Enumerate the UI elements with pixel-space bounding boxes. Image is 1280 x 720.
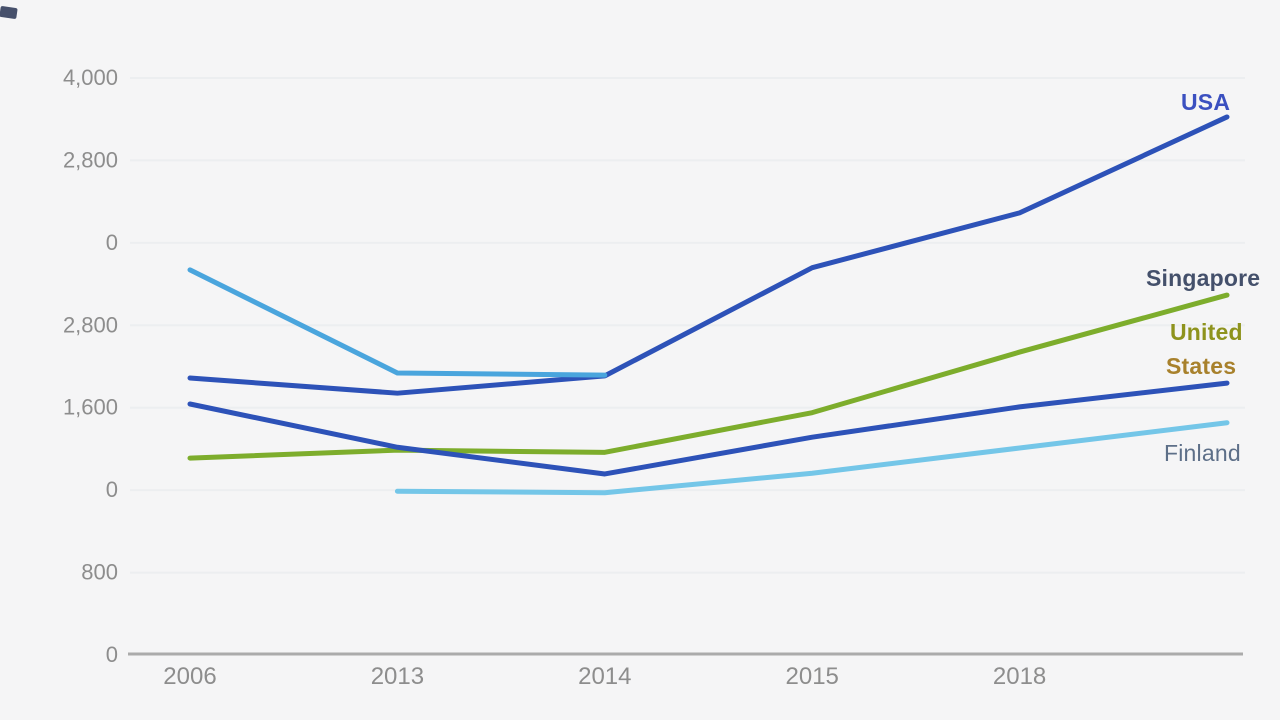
y-axis-tick-label: 800 [81,560,118,585]
series-label-singapore: Singapore [1146,265,1261,291]
x-axis-tick-label: 2014 [578,663,631,690]
y-axis-tick-label: 0 [106,477,118,502]
series-label-states: States [1166,353,1237,379]
series-label-united: United [1170,319,1243,345]
series-line-united-states [187,380,1230,477]
x-axis-tick-label: 2015 [786,663,839,690]
x-axis-tick-label: 2013 [371,663,424,690]
series-label-usa: USA [1181,89,1231,115]
y-axis-tick-label: 0 [106,642,118,667]
y-axis-tick-label: 2,800 [63,147,118,172]
series-line-singapore [187,292,1230,461]
y-axis-tick-label: 4,000 [63,65,118,90]
y-axis-tick-label: 2,800 [63,312,118,337]
series-line-finland [394,420,1230,496]
series-label-finland: Finland [1164,440,1241,466]
series-line-unlabeled [187,267,608,378]
x-axis-tick-label: 2006 [163,663,216,690]
series-line-usa [187,114,1230,396]
y-axis-tick-label: 1,600 [63,395,118,420]
y-axis-tick-label: 0 [106,230,118,255]
x-axis-tick-label: 2018 [993,663,1046,690]
